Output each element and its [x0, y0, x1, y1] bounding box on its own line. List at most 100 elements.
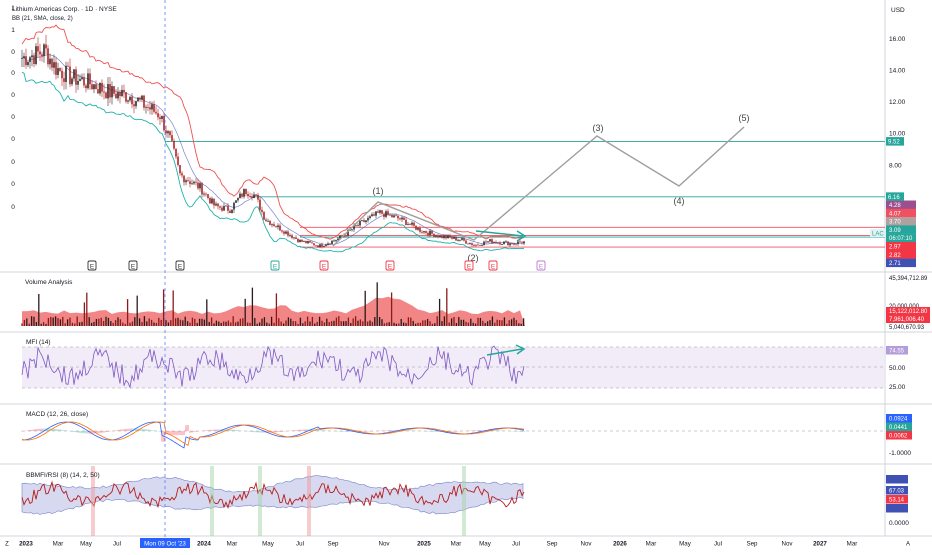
price-badge-label: 2.82 [889, 253, 901, 259]
candle-body [271, 224, 273, 226]
candle-body [445, 235, 447, 239]
candle-body [23, 56, 25, 59]
earnings-marker-label: E [90, 264, 95, 271]
candle-body [375, 211, 377, 216]
time-tick-label: Jul [512, 541, 520, 548]
volume-profile-area [22, 296, 525, 326]
bbmfi-badge-top [886, 475, 908, 484]
candle-body [177, 156, 179, 166]
candle-body [351, 229, 353, 231]
candle-body [519, 241, 521, 243]
candle-body [457, 239, 459, 241]
time-tick-label: Mar [53, 541, 64, 548]
candle-body [185, 180, 187, 183]
candle-body [257, 194, 259, 200]
candle-body [179, 165, 181, 174]
earnings-marker-label: E [322, 264, 327, 271]
mfi-title: MFI (14) [26, 339, 51, 346]
candle-body [165, 130, 167, 134]
candle-body [275, 226, 277, 228]
macd-title: MACD (12, 26, close) [26, 411, 88, 418]
bbmfi-badge [886, 495, 908, 504]
left-tick-label: 0 [11, 114, 15, 121]
mfi-badge-label: 74.55 [889, 349, 905, 355]
price-badge [886, 250, 916, 259]
candle-body [47, 48, 49, 65]
candle-body [27, 61, 29, 66]
time-tick-label: 2023 [19, 541, 33, 548]
candle-body [361, 220, 363, 221]
wave-label: (5) [739, 113, 750, 123]
candle-body [281, 230, 283, 232]
time-tick-label: May [80, 541, 93, 548]
candle-body [245, 188, 247, 195]
candle-body [447, 235, 449, 239]
volume-badge [886, 307, 930, 315]
candle-body [377, 211, 379, 213]
candle-body [431, 230, 433, 234]
price-badge [886, 258, 916, 268]
price-tick-label: 10.00 [889, 131, 906, 138]
candle-body [317, 245, 319, 248]
earnings-marker-label: E [178, 264, 183, 271]
mfi-pane[interactable] [21, 344, 885, 389]
volume-tick-label: 5,040,670.93 [889, 325, 925, 331]
mfi-line [21, 345, 525, 389]
candle-body [297, 238, 299, 243]
bbmfi-signal-shade [307, 466, 311, 536]
candle-body [67, 65, 69, 67]
volume-tick-label: 7,961,006.40 [889, 317, 925, 323]
candle-body [437, 235, 439, 238]
volume-badge [886, 315, 930, 323]
candle-body [515, 243, 517, 245]
candle-body [417, 227, 419, 230]
candle-body [99, 82, 101, 94]
candle-body [61, 70, 63, 79]
candle-body [235, 200, 237, 203]
elliott-wave-projection: (1) (2) (3) (4) (5) [332, 113, 750, 263]
earnings-marker [270, 260, 280, 271]
projection-arrow [475, 230, 524, 237]
candle-body [463, 238, 465, 241]
time-tick-label: Sep [327, 541, 339, 548]
candle-body [407, 224, 409, 226]
candle-body [189, 181, 191, 184]
candle-body [233, 202, 235, 210]
earnings-marker-label: E [467, 264, 472, 271]
candle-body [373, 214, 375, 216]
candle-body [101, 82, 103, 92]
earnings-marker [464, 260, 474, 271]
candle-body [175, 148, 177, 157]
candle-body [393, 215, 395, 218]
candle-body [319, 244, 321, 248]
candle-body [469, 243, 471, 245]
macd-pane[interactable] [21, 421, 885, 449]
volume-tick-label: 45,394,712.89 [889, 276, 928, 282]
candle-body [401, 217, 403, 220]
bb-basis [21, 54, 525, 246]
earnings-marker [536, 260, 546, 271]
bbmfi-pane[interactable] [21, 466, 525, 536]
candle-body [355, 225, 357, 227]
candle-body [161, 116, 163, 119]
candle-body [409, 224, 411, 225]
candle-body [335, 240, 337, 241]
time-tick-label: Nov [781, 541, 793, 548]
bb-indicator-label: BB (21, SMA, close, 2) [12, 16, 73, 22]
left-tick-label: 0 [11, 92, 15, 99]
candle-body [79, 79, 81, 81]
candle-body [403, 217, 405, 220]
bbmfi-signal-shade [91, 466, 95, 536]
candle-body [169, 131, 171, 136]
time-axis[interactable]: 2023 Mar May Jul Mon 09 Oct '23 2024 Mar May Jul… [5, 538, 910, 548]
price-pane[interactable]: (1) (2) (3) (4) (5) E E E E E E E E E [21, 24, 885, 271]
candle-body [227, 205, 229, 211]
right-price-axis[interactable]: 16.0014.0012.0010.008.006.004.284.073.70… [870, 36, 930, 527]
earnings-marker-label: E [273, 264, 278, 271]
candle-body [35, 46, 37, 65]
candle-body [277, 225, 279, 228]
volume-pane[interactable] [21, 282, 525, 326]
bbmfi-badge-bottom [886, 504, 908, 513]
